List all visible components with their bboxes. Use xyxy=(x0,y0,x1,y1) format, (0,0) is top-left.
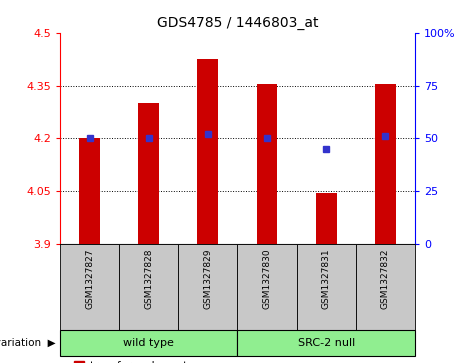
Text: GSM1327830: GSM1327830 xyxy=(262,249,272,309)
Bar xyxy=(316,193,337,244)
Text: genotype/variation  ▶: genotype/variation ▶ xyxy=(0,338,55,348)
Bar xyxy=(138,103,159,244)
Text: transformed count: transformed count xyxy=(90,361,187,363)
Text: GSM1327831: GSM1327831 xyxy=(322,249,331,309)
Bar xyxy=(79,138,100,244)
Text: GSM1327827: GSM1327827 xyxy=(85,249,94,309)
Text: SRC-2 null: SRC-2 null xyxy=(297,338,355,348)
Title: GDS4785 / 1446803_at: GDS4785 / 1446803_at xyxy=(157,16,318,30)
Bar xyxy=(257,84,278,244)
Bar xyxy=(375,84,396,244)
Text: GSM1327832: GSM1327832 xyxy=(381,249,390,309)
Text: wild type: wild type xyxy=(123,338,174,348)
Text: GSM1327828: GSM1327828 xyxy=(144,249,153,309)
Text: GSM1327829: GSM1327829 xyxy=(203,249,213,309)
Bar xyxy=(197,59,218,244)
